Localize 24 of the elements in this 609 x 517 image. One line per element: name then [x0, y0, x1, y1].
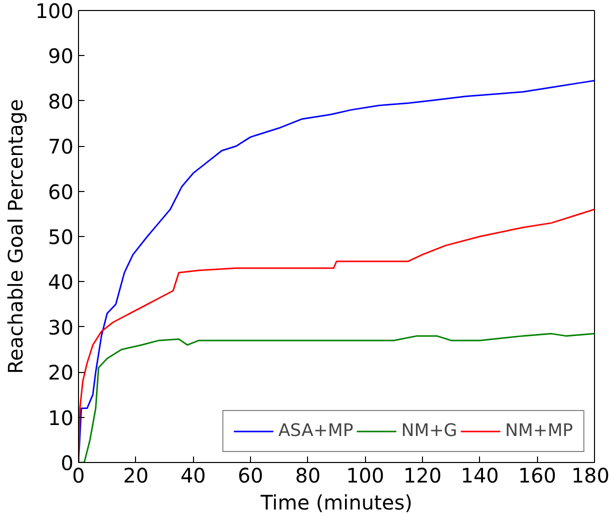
- y-tick-label: 60: [48, 180, 74, 204]
- y-tick-label: 40: [48, 270, 74, 294]
- x-tick-label: 40: [180, 464, 206, 488]
- y-axis-title: Reachable Goal Percentage: [3, 99, 28, 374]
- y-tick-label: 70: [48, 134, 74, 159]
- y-tick-label: 80: [48, 89, 74, 114]
- x-tick-label: 60: [238, 464, 264, 488]
- legend-label: NM+MP: [505, 421, 573, 441]
- x-tick-label: 80: [295, 464, 321, 488]
- x-tick-label: 100: [346, 464, 384, 488]
- y-tick-label: 50: [48, 225, 74, 249]
- x-axis-title: Time (minutes): [260, 490, 412, 514]
- y-tick-label: 20: [48, 360, 74, 385]
- y-tick-label: 30: [48, 315, 74, 340]
- legend-label: NM+G: [401, 421, 458, 441]
- legend-label: ASA+MP: [278, 421, 354, 441]
- y-tick-label: 10: [48, 406, 74, 430]
- x-tick-label: 140: [460, 464, 499, 488]
- x-tick-label: 20: [123, 464, 149, 488]
- x-tick-label: 160: [518, 464, 556, 488]
- y-tick-label: 100: [35, 0, 74, 23]
- x-tick-label: 120: [403, 464, 442, 488]
- y-tick-label: 90: [48, 44, 74, 68]
- x-tick-label: 180: [571, 464, 609, 488]
